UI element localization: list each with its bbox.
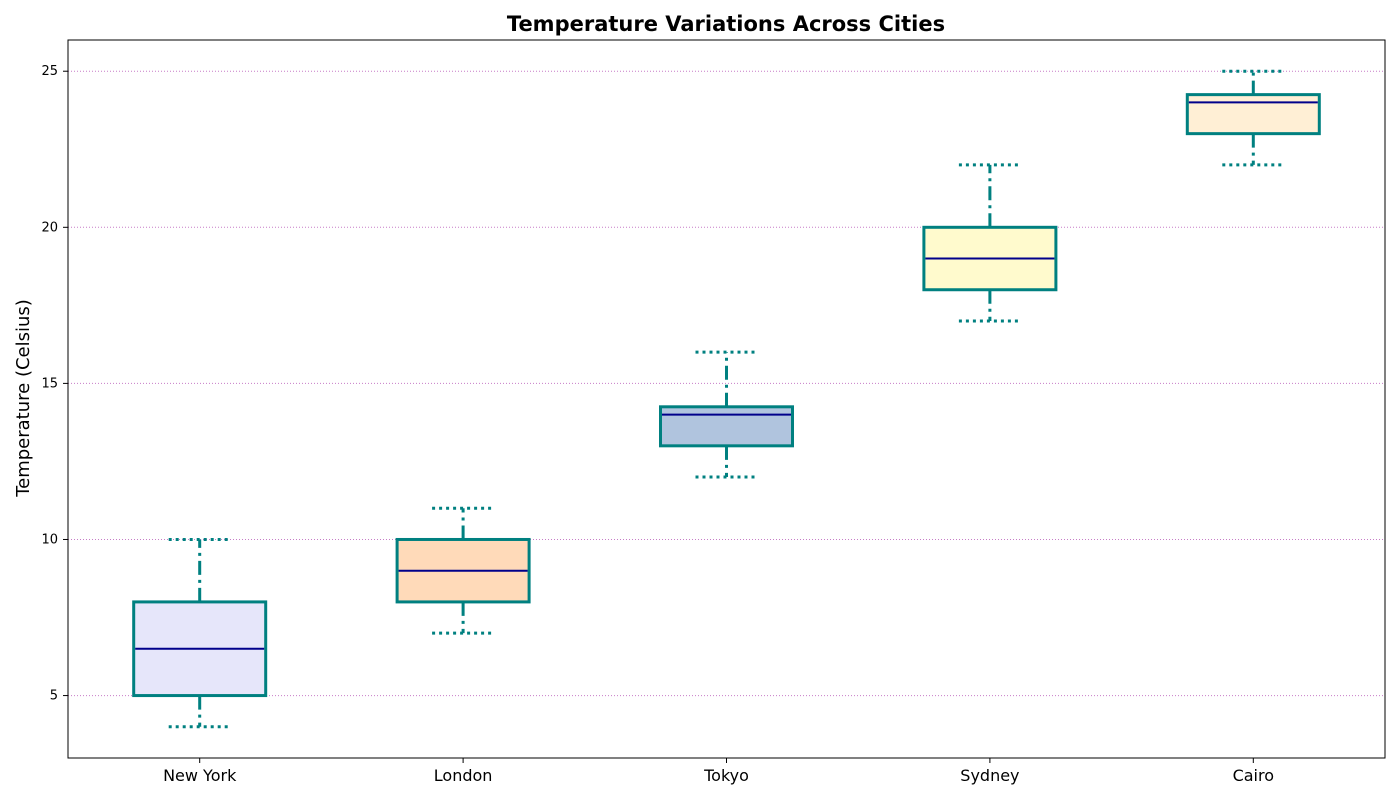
chart-title: Temperature Variations Across Cities bbox=[507, 12, 945, 36]
x-tick-label-london: London bbox=[434, 766, 493, 785]
box-series bbox=[132, 69, 1321, 729]
y-tick-label-15: 15 bbox=[41, 376, 58, 391]
x-tick-label-new-york: New York bbox=[163, 766, 237, 785]
y-axis-label: Temperature (Celsius) bbox=[13, 299, 34, 498]
x-tick-label-sydney: Sydney bbox=[960, 766, 1019, 785]
y-tick-label-25: 25 bbox=[41, 64, 58, 79]
x-tick-label-tokyo: Tokyo bbox=[703, 766, 749, 785]
y-tick-label-5: 5 bbox=[50, 689, 58, 704]
grid-lines bbox=[68, 70, 1385, 697]
y-axis: 5 10 15 20 25 bbox=[41, 64, 68, 704]
box-cairo bbox=[1185, 93, 1321, 136]
x-tick-label-cairo: Cairo bbox=[1233, 766, 1274, 785]
box-tokyo bbox=[659, 405, 794, 448]
x-axis: New York London Tokyo Sydney Cairo bbox=[163, 758, 1274, 785]
y-tick-label-10: 10 bbox=[41, 532, 58, 547]
y-tick-label-20: 20 bbox=[41, 220, 58, 235]
